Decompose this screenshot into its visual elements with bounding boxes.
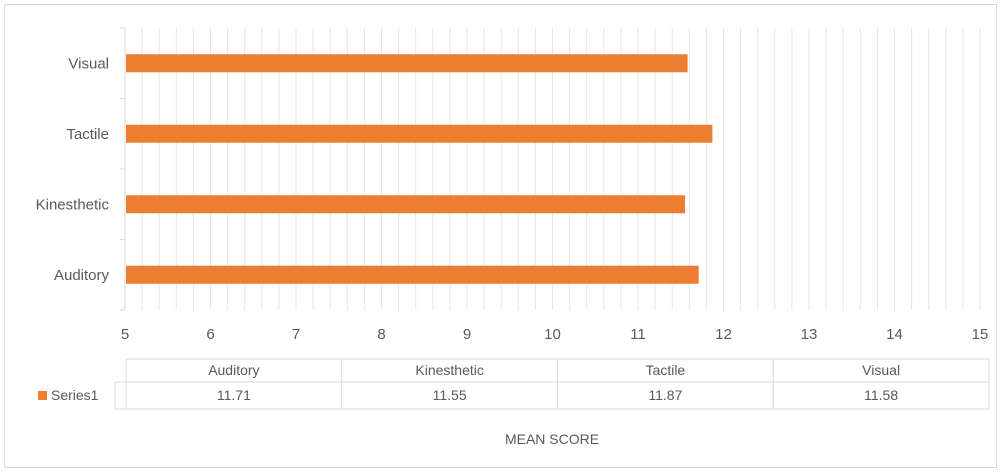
x-tick-label: 12 bbox=[715, 326, 732, 343]
table-value-visual: 11.58 bbox=[864, 387, 898, 403]
bar-tactile bbox=[126, 124, 713, 143]
category-labels: Auditory Kinesthetic Tactile Visual bbox=[36, 55, 110, 284]
data-table: Auditory 11.71 Kinesthetic 11.55 Tactile 11.8… bbox=[38, 358, 990, 410]
x-tick-label: 11 bbox=[630, 326, 646, 343]
category-axis bbox=[120, 27, 126, 311]
x-tick-label: 14 bbox=[886, 326, 903, 343]
x-tick-label: 6 bbox=[206, 326, 214, 343]
x-tick-label: 7 bbox=[292, 326, 300, 343]
category-label-visual: Visual bbox=[68, 55, 109, 72]
x-axis-title: MEAN SCORE bbox=[505, 431, 599, 447]
bar-auditory bbox=[126, 265, 699, 284]
table-value-tactile: 11.87 bbox=[648, 387, 682, 403]
table-header-kinesthetic: Kinesthetic bbox=[415, 362, 483, 378]
table-value-auditory: 11.71 bbox=[217, 387, 251, 403]
table-header-auditory: Auditory bbox=[208, 362, 259, 378]
x-tick-label: 15 bbox=[972, 326, 989, 343]
x-tick-labels: 5 6 7 8 9 10 11 12 13 14 15 bbox=[121, 326, 989, 343]
table-header-tactile: Tactile bbox=[646, 362, 686, 378]
x-tick-label: 13 bbox=[801, 326, 818, 343]
bars bbox=[126, 54, 713, 284]
x-tick-label: 10 bbox=[544, 326, 561, 343]
x-tick-label: 5 bbox=[121, 326, 129, 343]
table-header-visual: Visual bbox=[862, 362, 900, 378]
legend-key bbox=[38, 391, 47, 400]
bar-visual bbox=[126, 54, 688, 73]
category-label-auditory: Auditory bbox=[54, 267, 110, 284]
x-tick-label: 8 bbox=[377, 326, 385, 343]
x-tick-label: 9 bbox=[463, 326, 471, 343]
bar-kinesthetic bbox=[126, 195, 686, 214]
chart-frame bbox=[4, 4, 997, 468]
table-value-kinesthetic: 11.55 bbox=[433, 387, 467, 403]
table-row-label: Series1 bbox=[51, 387, 99, 403]
category-label-kinesthetic: Kinesthetic bbox=[36, 196, 110, 213]
category-label-tactile: Tactile bbox=[66, 126, 109, 143]
